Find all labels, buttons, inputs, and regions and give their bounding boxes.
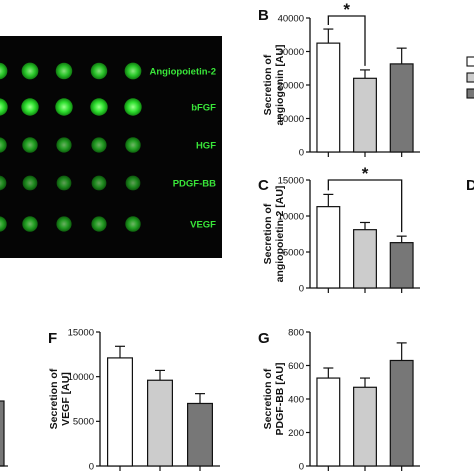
array-spot <box>56 216 72 232</box>
bar <box>316 206 341 289</box>
array-spot <box>91 216 107 232</box>
array-spot <box>56 175 72 191</box>
significance-marker: * <box>362 164 369 183</box>
y-tick-label: 0 <box>299 461 304 472</box>
y-tick-label: 5000 <box>283 247 304 258</box>
y-axis-label: Secretion ofangiopoietin-2 [AU] <box>262 186 286 283</box>
chart-panel-g: G 0 200 400 600 800 Secretion ofPDGF-BB [AU] <box>258 327 420 472</box>
array-spot <box>21 62 39 80</box>
bar <box>187 402 214 467</box>
array-spot <box>124 62 142 80</box>
figure-extras: D <box>0 56 474 467</box>
array-spot <box>22 216 38 232</box>
array-spot <box>125 175 141 191</box>
array-spot <box>56 137 72 153</box>
legend-swatch <box>466 56 474 67</box>
array-spot <box>124 98 142 116</box>
panel-letter-partial: D <box>466 177 474 194</box>
array-spot <box>91 137 107 153</box>
bar <box>316 377 341 467</box>
bar <box>106 357 133 467</box>
array-spot <box>0 175 7 191</box>
array-spot <box>0 62 8 80</box>
panel-letter: B <box>258 7 269 24</box>
y-tick-label: 30000 <box>278 47 304 58</box>
y-axis-label: Secretion ofVEGF [AU] <box>48 368 72 429</box>
bar <box>389 63 414 153</box>
bar <box>389 359 414 467</box>
bar <box>389 242 414 289</box>
y-tick-label: 600 <box>288 361 304 372</box>
array-spot <box>22 137 38 153</box>
array-spot <box>125 137 141 153</box>
array-spot <box>91 175 107 191</box>
array-spot <box>125 216 141 232</box>
array-spot <box>0 216 7 232</box>
y-tick-label: 15000 <box>278 175 304 186</box>
array-spot <box>0 137 7 153</box>
y-tick-label: 0 <box>299 283 304 294</box>
array-spot <box>22 175 38 191</box>
array-spot <box>21 98 39 116</box>
legend-swatch <box>466 72 474 83</box>
y-tick-label: 400 <box>288 394 304 405</box>
panel-letter: F <box>48 330 57 347</box>
array-row-label: Angiopoietin-2 <box>150 67 217 78</box>
array-spot <box>90 98 108 116</box>
panel-letter: C <box>258 177 269 194</box>
chart-panel-f: F 0 5000 10000 15000 Secretion ofVEGF [AU] <box>48 327 220 472</box>
bar <box>316 42 341 153</box>
array-row-label: PDGF-BB <box>173 179 216 190</box>
y-tick-label: 20000 <box>278 80 304 91</box>
y-tick-label: 10000 <box>278 211 304 222</box>
array-spot <box>55 62 73 80</box>
y-axis-label: Secretion ofangiogenin [AU] <box>262 44 286 125</box>
array-row-label: HGF <box>196 141 216 152</box>
bar <box>353 77 377 153</box>
significance-marker: * <box>343 0 350 19</box>
protein-array-image: Angiopoietin-2 bFGF HGF PDGF-BB VEGF <box>0 36 222 258</box>
y-tick-label: 40000 <box>278 13 304 24</box>
bar <box>353 229 377 289</box>
y-tick-label: 0 <box>89 461 94 472</box>
array-spot <box>0 98 8 116</box>
bar <box>353 386 377 467</box>
significance-bracket <box>327 179 403 233</box>
y-axis-label: Secretion ofPDGF-BB [AU] <box>262 363 286 436</box>
y-tick-label: 200 <box>288 428 304 439</box>
array-row-label: VEGF <box>190 220 216 231</box>
chart-panel-b: B 0 10000 20000 30000 40000 Secretion ofangiog… <box>258 0 420 158</box>
y-tick-label: 10000 <box>278 114 304 125</box>
significance-bracket <box>327 15 366 66</box>
y-tick-label: 10000 <box>68 372 94 383</box>
y-tick-label: 5000 <box>73 417 94 428</box>
array-row-label: bFGF <box>191 103 216 114</box>
panel-letter: G <box>258 330 270 347</box>
y-tick-label: 800 <box>288 327 304 338</box>
legend-swatch <box>466 88 474 99</box>
partial-bar <box>0 400 5 467</box>
y-tick-label: 0 <box>299 147 304 158</box>
bar <box>147 379 174 467</box>
y-tick-label: 15000 <box>68 327 94 338</box>
array-spot <box>90 62 108 80</box>
array-spot <box>55 98 73 116</box>
